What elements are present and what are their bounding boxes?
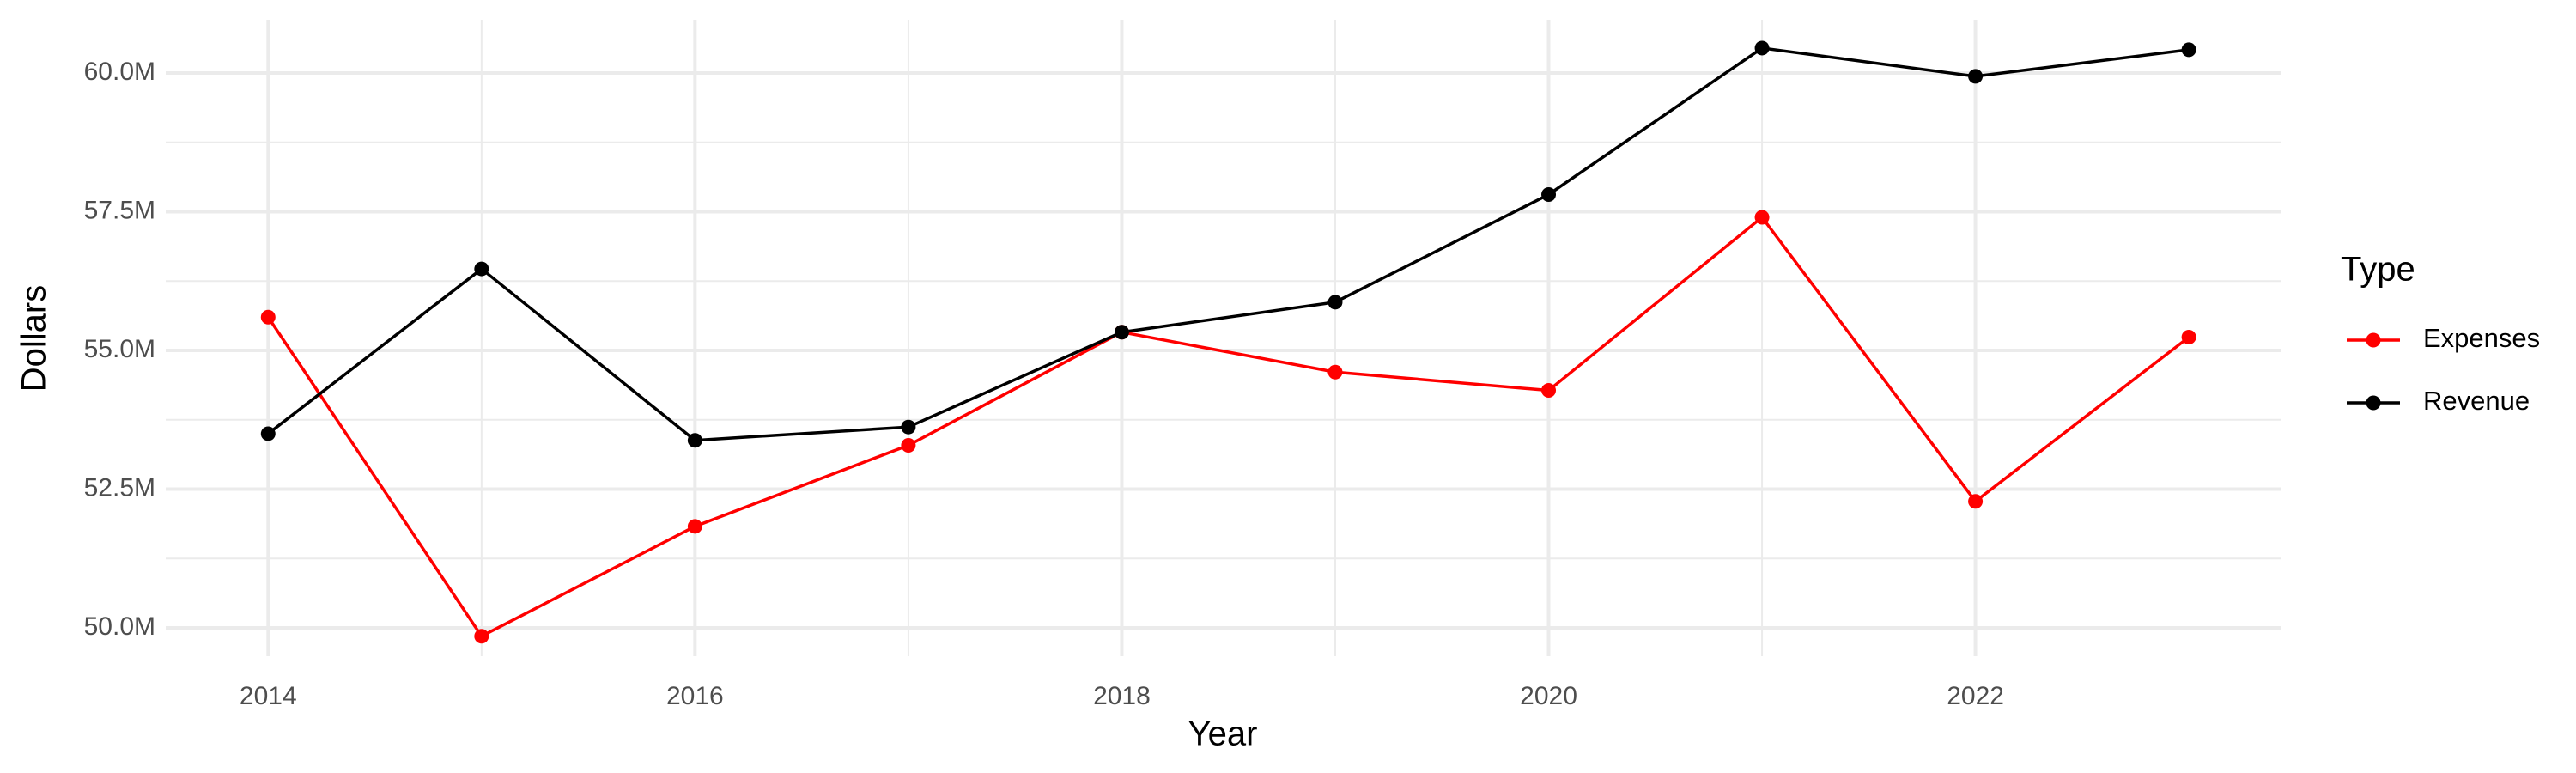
x-tick-label: 2014 — [240, 682, 297, 710]
legend-label: Revenue — [2423, 386, 2530, 416]
legend-key-point — [2366, 395, 2381, 411]
data-point — [1327, 364, 1343, 380]
x-tick-label: 2016 — [666, 682, 724, 710]
data-point — [474, 629, 489, 644]
data-point — [1114, 325, 1129, 340]
legend-key-point — [2366, 332, 2381, 348]
data-point — [474, 261, 489, 277]
series-line — [266, 215, 2190, 639]
data-point — [1754, 210, 1770, 225]
x-tick-label: 2018 — [1093, 682, 1151, 710]
data-point — [901, 419, 916, 435]
y-tick-label: 55.0M — [84, 335, 155, 363]
y-axis-title: Dollars — [15, 285, 53, 392]
data-point — [260, 309, 276, 325]
y-tick-label: 60.0M — [84, 58, 155, 86]
data-point — [1968, 494, 1984, 509]
series-line — [267, 46, 2190, 442]
data-point — [1327, 295, 1343, 310]
data-point — [1754, 40, 1770, 56]
data-point — [2181, 330, 2196, 345]
data-point — [901, 438, 916, 453]
x-tick-label: 2020 — [1520, 682, 1577, 710]
x-axis-title: Year — [1188, 715, 1258, 753]
data-point — [1968, 69, 1984, 84]
data-point — [1541, 187, 1557, 203]
data-point — [2181, 42, 2196, 58]
y-tick-label: 52.5M — [84, 473, 155, 502]
data-point — [687, 433, 702, 448]
data-point — [1541, 383, 1557, 399]
legend-title: Type — [2341, 251, 2415, 289]
data-point — [260, 426, 276, 441]
data-point — [687, 519, 702, 534]
legend-label: Expenses — [2423, 323, 2540, 353]
x-tick-label: 2022 — [1947, 682, 2004, 710]
y-tick-label: 50.0M — [84, 612, 155, 641]
y-tick-label: 57.5M — [84, 196, 155, 224]
